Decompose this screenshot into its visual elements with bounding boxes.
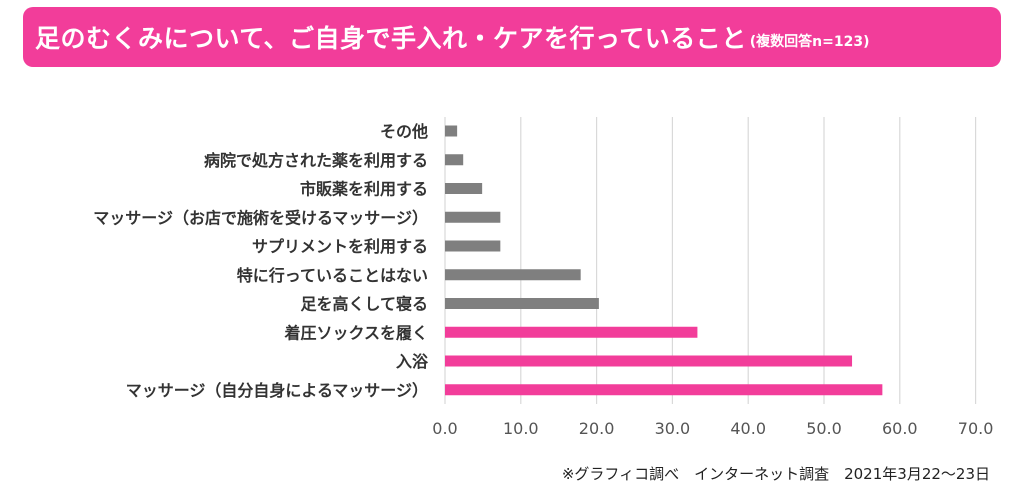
bar bbox=[445, 269, 581, 281]
category-label: マッサージ（お店で施術を受けるマッサージ） bbox=[93, 208, 428, 227]
bar bbox=[445, 355, 853, 367]
category-label: マッサージ（自分自身によるマッサージ） bbox=[126, 381, 428, 400]
category-label: 病院で処方された薬を利用する bbox=[204, 151, 428, 170]
chart-subtitle: (複数回答n=123) bbox=[749, 34, 870, 50]
bar bbox=[445, 211, 501, 223]
x-tick-label: 50.0 bbox=[806, 419, 842, 438]
category-label: 市販薬を利用する bbox=[300, 180, 428, 199]
title-banner: 足のむくみについて、ご自身で手入れ・ケアを行っていること (複数回答n=123) bbox=[23, 7, 1001, 67]
x-tick-label: 60.0 bbox=[882, 419, 918, 438]
x-tick-label: 40.0 bbox=[730, 419, 766, 438]
category-label: サプリメントを利用する bbox=[252, 237, 428, 256]
x-tick-label: 30.0 bbox=[655, 419, 691, 438]
category-label: 着圧ソックスを履く bbox=[283, 323, 428, 342]
bar bbox=[445, 384, 883, 396]
bar bbox=[445, 326, 698, 338]
x-tick-label: 10.0 bbox=[503, 419, 539, 438]
category-label: 入浴 bbox=[396, 352, 429, 371]
source-footnote: ※グラフィコ調べ インターネット調査 2021年3月22～23日 bbox=[561, 465, 990, 483]
category-label: 足を高くして寝る bbox=[300, 295, 428, 314]
x-tick-label: 0.0 bbox=[432, 419, 457, 438]
x-tick-label: 20.0 bbox=[579, 419, 615, 438]
bar bbox=[445, 240, 501, 252]
bar bbox=[445, 154, 464, 166]
category-label: 特に行っていることはない bbox=[237, 266, 428, 285]
bar bbox=[445, 298, 599, 309]
chart-title: 足のむくみについて、ご自身で手入れ・ケアを行っていること bbox=[35, 24, 747, 53]
category-label: その他 bbox=[380, 122, 428, 141]
bar bbox=[445, 183, 483, 194]
bar bbox=[445, 125, 458, 137]
x-tick-label: 70.0 bbox=[958, 419, 994, 438]
